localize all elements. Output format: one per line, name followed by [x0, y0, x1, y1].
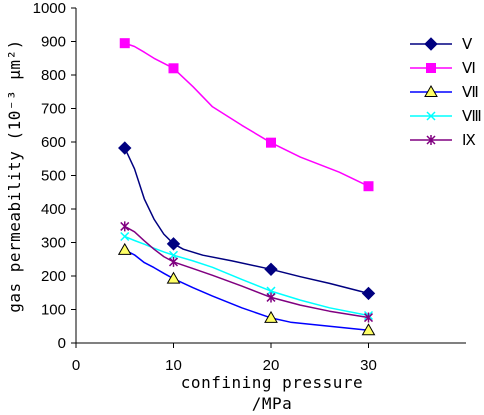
legend-item-2: Ⅵ	[410, 61, 476, 77]
series-group	[117, 38, 376, 336]
series-line	[124, 249, 369, 332]
series-3	[117, 242, 376, 336]
data-point	[363, 312, 374, 323]
legend-item-3: Ⅶ	[410, 84, 479, 101]
y-axis-title: gas permeability (10⁻³ μm²)	[5, 39, 24, 313]
series-line	[124, 235, 369, 317]
legend-item-1: Ⅴ	[410, 37, 473, 53]
y-tick-label: 100	[41, 302, 66, 319]
data-point	[264, 262, 278, 277]
legend-label: Ⅷ	[462, 109, 482, 125]
x-axis-unit: /MPa	[252, 394, 293, 413]
series-line	[124, 225, 369, 319]
legend-label: Ⅵ	[462, 61, 476, 77]
legend-marker	[426, 63, 436, 73]
data-point	[361, 286, 376, 301]
legend-label: Ⅴ	[462, 37, 473, 53]
legend-item-5: Ⅸ	[410, 133, 476, 149]
legend: Ⅴ Ⅵ Ⅶ Ⅷ Ⅸ	[410, 37, 482, 149]
data-point	[166, 271, 181, 284]
x-tick-label: 10	[165, 357, 182, 374]
data-point	[120, 231, 130, 242]
legend-label: Ⅸ	[462, 133, 476, 149]
y-tick-label: 800	[41, 67, 66, 84]
data-point	[264, 310, 278, 323]
legend-marker	[424, 84, 438, 97]
series-2	[119, 38, 374, 192]
y-tick-label: 500	[41, 168, 66, 185]
data-point	[168, 63, 179, 74]
x-axis-title: confining pressure	[181, 373, 363, 392]
data-point	[117, 242, 132, 255]
data-point	[166, 237, 181, 251]
x-tick-label: 30	[360, 357, 377, 374]
data-point	[363, 181, 374, 192]
series-4	[120, 231, 374, 321]
y-tick-label: 900	[41, 34, 66, 51]
legend-marker	[426, 111, 436, 121]
series-5	[120, 221, 374, 323]
data-point	[361, 323, 376, 336]
x-axis-ticks: 0 10 20 30	[72, 343, 377, 374]
data-point	[266, 292, 276, 303]
y-tick-label: 1000	[33, 0, 66, 17]
series-1	[118, 141, 376, 301]
y-tick-label: 300	[41, 235, 66, 252]
data-point	[118, 141, 132, 155]
data-point	[168, 256, 179, 267]
y-axis-ticks: 0 100 200 300 400 500 600 700 800 900 1000	[33, 0, 76, 352]
series-line	[124, 147, 369, 295]
y-tick-label: 0	[58, 335, 66, 352]
x-tick-label: 0	[72, 357, 80, 374]
data-point	[168, 250, 179, 260]
series-line	[124, 42, 369, 187]
data-point	[120, 221, 130, 232]
legend-label: Ⅶ	[462, 85, 479, 101]
data-point	[119, 38, 130, 49]
legend-marker	[426, 135, 436, 145]
y-tick-label: 400	[41, 201, 66, 218]
data-point	[266, 137, 276, 148]
y-tick-label: 600	[41, 134, 66, 151]
y-tick-label: 700	[41, 101, 66, 118]
y-tick-label: 200	[41, 268, 66, 285]
legend-marker	[424, 37, 438, 51]
legend-item-4: Ⅷ	[410, 109, 482, 125]
x-tick-label: 20	[263, 357, 280, 374]
